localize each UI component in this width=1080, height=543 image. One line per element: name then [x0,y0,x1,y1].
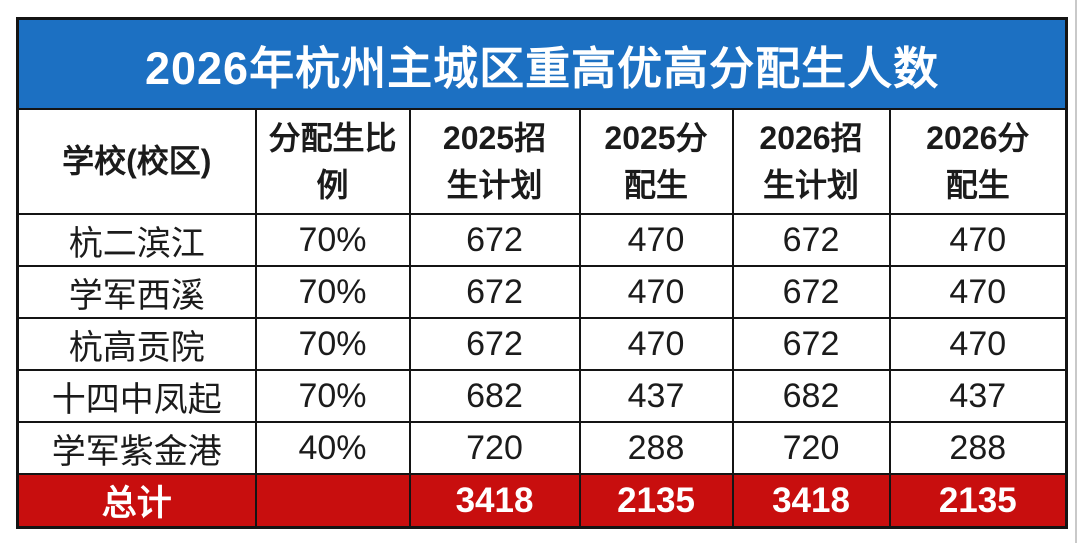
ratio-cell: 70% [254,265,411,319]
value-cell: 288 [888,421,1068,475]
column-header-2026-allocated: 2026分 配生 [888,108,1068,215]
value-cell: 672 [731,265,891,319]
column-header-2026-plan: 2026招 生计划 [731,108,891,215]
ratio-cell: 40% [254,421,411,475]
value-cell: 470 [888,213,1068,267]
value-cell: 720 [408,421,581,475]
ratio-cell: 70% [254,317,411,371]
ratio-cell: 70% [254,369,411,423]
value-cell: 682 [408,369,581,423]
value-cell: 470 [578,317,734,371]
table-row: 学军西溪 70% 672 470 672 470 [16,265,1068,319]
title-row: 2026年杭州主城区重高优高分配生人数 [16,17,1068,110]
school-cell: 十四中凤起 [16,369,257,423]
total-value-cell: 2135 [578,473,734,529]
total-label-cell: 总计 [16,473,257,529]
table-row: 十四中凤起 70% 682 437 682 437 [16,369,1068,423]
value-cell: 672 [731,213,891,267]
total-row: 总计 3418 2135 3418 2135 [16,473,1068,529]
column-header-school: 学校(校区) [16,108,257,215]
ratio-cell: 70% [254,213,411,267]
value-cell: 672 [408,213,581,267]
value-cell: 682 [731,369,891,423]
table-row: 学军紫金港 40% 720 288 720 288 [16,421,1068,475]
value-cell: 437 [888,369,1068,423]
value-cell: 470 [578,213,734,267]
column-header-ratio: 分配生比 例 [254,108,411,215]
right-edge-line [1075,0,1077,543]
school-cell: 学军紫金港 [16,421,257,475]
value-cell: 672 [408,317,581,371]
value-cell: 470 [888,317,1068,371]
school-cell: 学军西溪 [16,265,257,319]
value-cell: 470 [888,265,1068,319]
total-empty-cell [254,473,411,529]
table-row: 杭高贡院 70% 672 470 672 470 [16,317,1068,371]
header-row: 学校(校区) 分配生比 例 2025招 生计划 2025分 配生 2026招 生… [16,108,1068,215]
value-cell: 288 [578,421,734,475]
table-title: 2026年杭州主城区重高优高分配生人数 [144,42,940,94]
column-header-2025-allocated: 2025分 配生 [578,108,734,215]
table-title-banner: 2026年杭州主城区重高优高分配生人数 [16,17,1068,110]
column-header-2025-plan: 2025招 生计划 [408,108,581,215]
value-cell: 437 [578,369,734,423]
school-cell: 杭二滨江 [16,213,257,267]
value-cell: 470 [578,265,734,319]
value-cell: 672 [731,317,891,371]
total-value-cell: 3418 [408,473,581,529]
value-cell: 672 [408,265,581,319]
total-value-cell: 2135 [888,473,1068,529]
total-value-cell: 3418 [731,473,891,529]
quota-table: 2026年杭州主城区重高优高分配生人数 学校(校区) 分配生比 例 2025招 … [16,17,1069,529]
school-cell: 杭高贡院 [16,317,257,371]
value-cell: 720 [731,421,891,475]
table-row: 杭二滨江 70% 672 470 672 470 [16,213,1068,267]
